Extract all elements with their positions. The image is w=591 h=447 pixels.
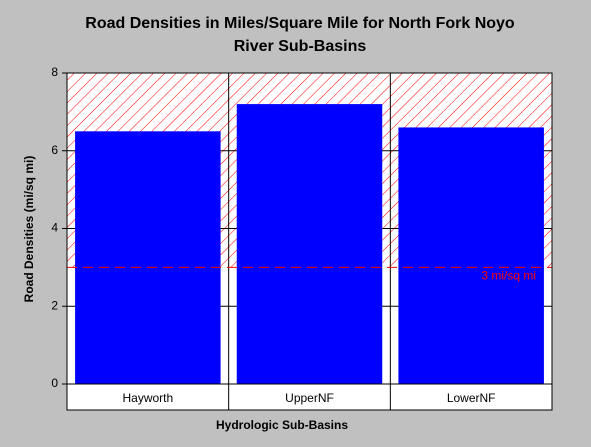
- y-axis-title: Road Densities (mi/sq mi): [22, 156, 36, 303]
- bar: [236, 104, 383, 384]
- bar: [398, 127, 544, 385]
- plot-frame: [66, 72, 553, 411]
- x-tick-label: Hayworth: [122, 391, 173, 405]
- y-tick-label: 2: [51, 298, 58, 312]
- bar: [75, 131, 221, 384]
- y-tick-label: 8: [51, 65, 58, 79]
- x-axis-title: Hydrologic Sub-Basins: [216, 418, 348, 432]
- chart-title: Road Densities in Miles/Square Mile for …: [85, 15, 515, 55]
- y-tick-label: 6: [51, 143, 58, 157]
- x-tick-label: UpperNF: [285, 391, 334, 405]
- x-tick-label: LowerNF: [447, 391, 496, 405]
- threshold-label: 3 mi/sq mi: [481, 269, 536, 283]
- y-tick-label: 4: [51, 221, 58, 235]
- y-tick-label: 0: [51, 376, 58, 390]
